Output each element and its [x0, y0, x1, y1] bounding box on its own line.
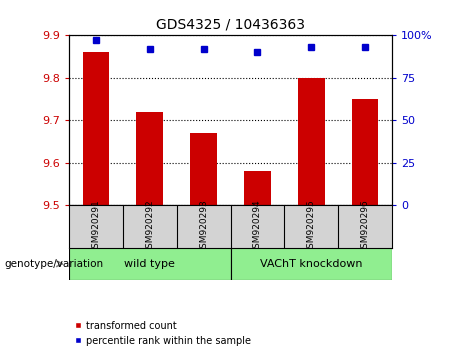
Bar [244, 171, 271, 205]
Text: GSM920296: GSM920296 [361, 199, 369, 254]
Bar [351, 99, 378, 205]
Text: GSM920293: GSM920293 [199, 199, 208, 254]
Bar [69, 248, 230, 280]
Text: GSM920291: GSM920291 [92, 199, 100, 254]
Text: genotype/variation: genotype/variation [5, 259, 104, 269]
Bar [83, 52, 109, 205]
Bar [190, 133, 217, 205]
Text: wild type: wild type [124, 259, 175, 269]
Text: VAChT knockdown: VAChT knockdown [260, 259, 362, 269]
Bar [230, 248, 392, 280]
Text: GSM920294: GSM920294 [253, 199, 262, 254]
Title: GDS4325 / 10436363: GDS4325 / 10436363 [156, 17, 305, 32]
Bar [136, 112, 163, 205]
Bar [298, 78, 325, 205]
Text: GSM920292: GSM920292 [145, 199, 154, 254]
Legend: transformed count, percentile rank within the sample: transformed count, percentile rank withi… [74, 321, 251, 346]
Text: GSM920295: GSM920295 [307, 199, 316, 254]
